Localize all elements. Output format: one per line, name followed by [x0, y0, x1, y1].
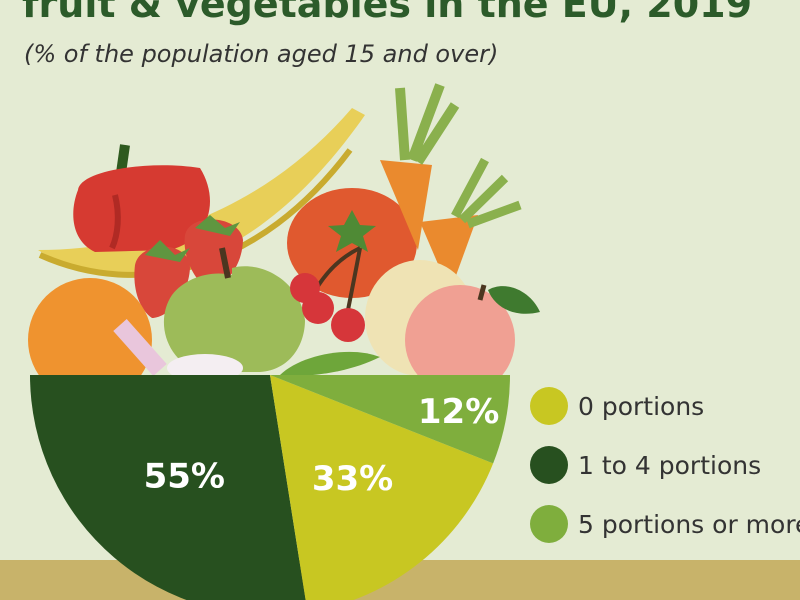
legend-swatch	[530, 505, 568, 543]
chart-subtitle: (% of the population aged 15 and over)	[24, 40, 499, 68]
pie-slice	[270, 375, 510, 464]
legend-item-0-portions: 0 portions	[530, 386, 800, 426]
pie-slice	[30, 375, 306, 600]
legend-item-1-4-portions: 1 to 4 portions	[530, 445, 800, 485]
pie-data-label: 12%	[418, 392, 499, 432]
pie-chart: 55% 33% 12%	[30, 375, 510, 600]
legend-label: 5 portions or more	[578, 509, 800, 539]
legend-label: 0 portions	[578, 391, 705, 421]
legend-item-5-portions: 5 portions or more	[530, 504, 800, 544]
cherry-icon	[290, 246, 365, 342]
pepper-icon	[73, 144, 210, 252]
legend-label: 1 to 4 portions	[578, 450, 762, 480]
legend-swatch	[530, 387, 568, 425]
carrot-icon	[380, 83, 522, 292]
pea-pod-icon	[280, 351, 380, 376]
chart-title: fruit & vegetables in the EU, 2019	[22, 0, 753, 26]
orange-icon	[28, 278, 152, 402]
apple-icon	[163, 247, 305, 372]
peach-icon	[405, 284, 540, 395]
tomato-icon	[287, 188, 417, 298]
pie-slice	[270, 375, 494, 600]
pie-data-label: 33%	[312, 459, 393, 499]
legend-swatch	[530, 446, 568, 484]
chart-legend: 0 portions 1 to 4 portions 5 portions or…	[530, 386, 800, 563]
pie-data-label: 55%	[144, 456, 225, 496]
